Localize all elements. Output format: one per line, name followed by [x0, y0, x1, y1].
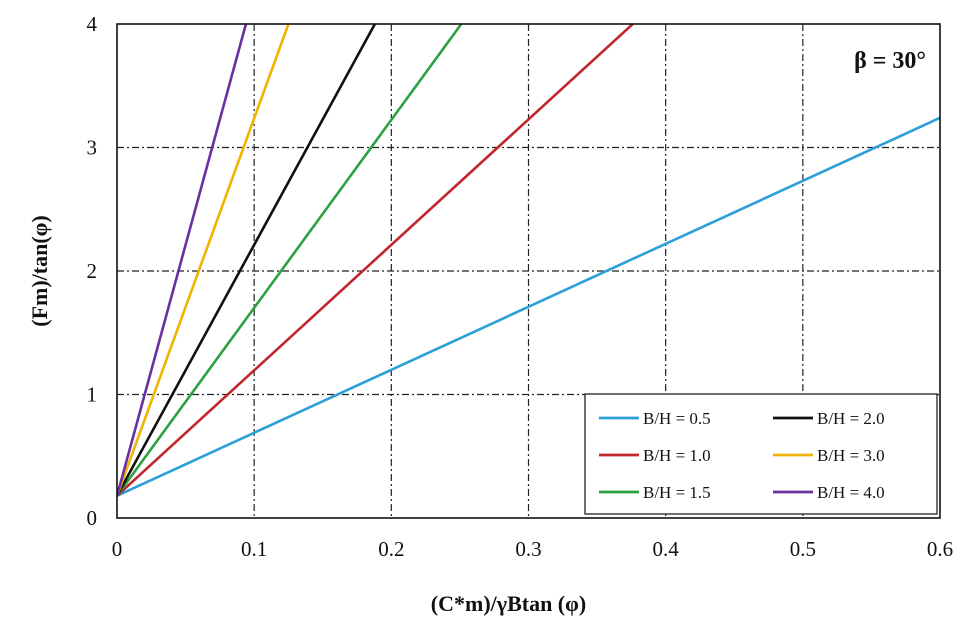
series-line	[117, 24, 248, 498]
y-tick-label: 1	[87, 383, 98, 407]
x-tick-label: 0.4	[653, 537, 680, 561]
series-lines	[117, 24, 940, 498]
legend-label: B/H = 3.0	[817, 446, 885, 465]
y-tick-label: 0	[87, 506, 98, 530]
y-tick-label: 4	[87, 12, 98, 36]
beta-annotation: β = 30°	[854, 48, 926, 74]
legend-label: B/H = 4.0	[817, 483, 885, 502]
legend-box	[584, 393, 938, 515]
legend-label: B/H = 1.0	[643, 446, 711, 465]
series-line	[117, 24, 290, 498]
x-tick-label: 0.1	[241, 537, 267, 561]
legend-label: B/H = 1.5	[643, 483, 711, 502]
x-tick-label: 0.2	[378, 537, 404, 561]
x-tick-label: 0.3	[515, 537, 541, 561]
x-tick-label: 0.6	[927, 537, 953, 561]
legend: B/H = 0.5 B/H = 1.0 B/H = 1.5 B/H = 2.0 B/H …	[584, 393, 938, 515]
series-line	[117, 24, 635, 498]
plot-area-frame	[116, 23, 941, 519]
legend-label: B/H = 0.5	[643, 409, 711, 428]
series-line	[117, 24, 463, 498]
y-axis-title: (Fm)/tan(φ)	[27, 215, 52, 326]
tick-labels: 0 0.1 0.2 0.3 0.4 0.5 0.6 0 1 2 3 4	[87, 12, 954, 561]
x-axis-title: (C*m)/γBtan (φ)	[431, 591, 586, 616]
x-tick-label: 0.5	[790, 537, 816, 561]
y-tick-label: 2	[87, 259, 98, 283]
y-tick-label: 3	[87, 136, 98, 160]
series-line	[117, 24, 377, 498]
x-tick-label: 0	[112, 537, 123, 561]
series-line	[117, 116, 940, 498]
legend-label: B/H = 2.0	[817, 409, 885, 428]
